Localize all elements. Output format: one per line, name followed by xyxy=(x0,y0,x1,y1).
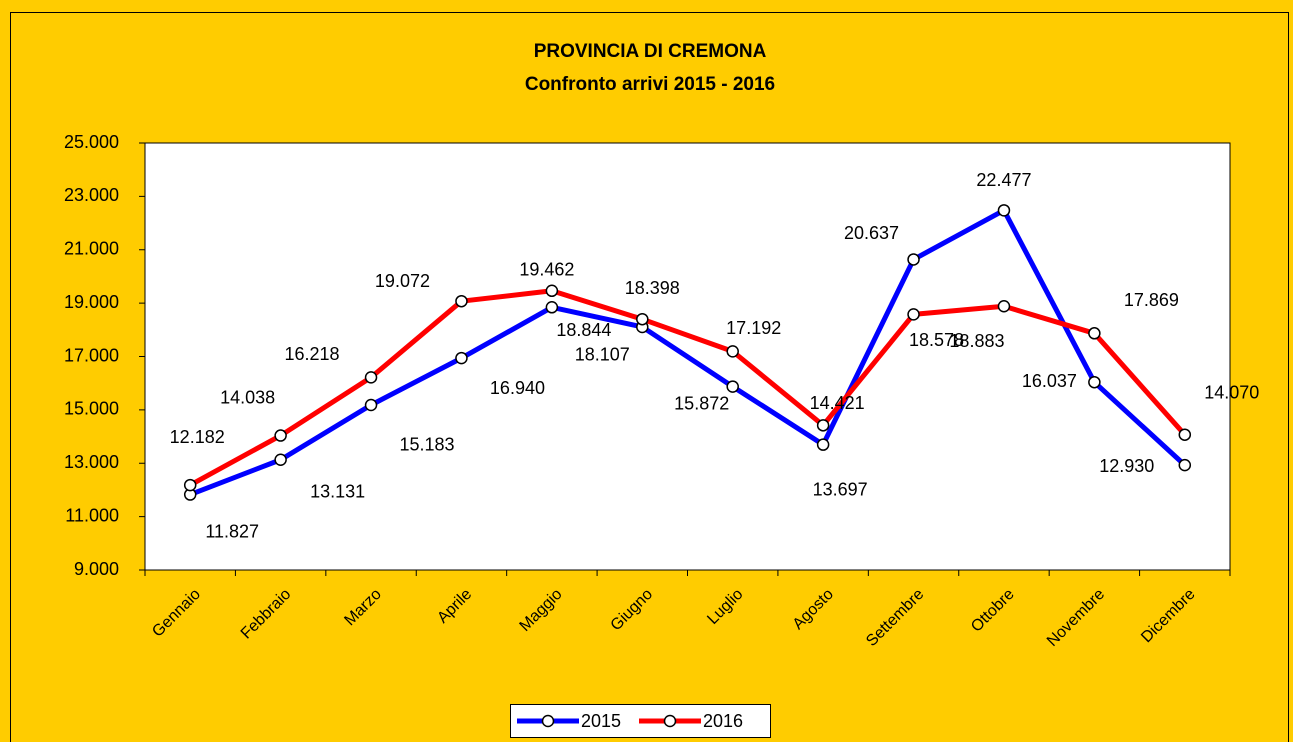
y-tick-label: 19.000 xyxy=(64,292,119,312)
series-line xyxy=(189,207,1187,497)
data-label: 18.398 xyxy=(625,278,680,298)
data-label: 22.477 xyxy=(976,170,1031,190)
y-tick-label: 9.000 xyxy=(74,559,119,579)
y-tick-label: 11.000 xyxy=(65,505,119,525)
data-label: 13.697 xyxy=(813,479,868,499)
data-point xyxy=(183,478,197,492)
data-point xyxy=(1178,428,1192,441)
data-label: 16.940 xyxy=(490,378,545,398)
chart-border xyxy=(10,12,1289,742)
data-label: 18.883 xyxy=(949,331,1004,351)
data-label: 20.637 xyxy=(844,223,899,243)
data-label: 15.183 xyxy=(400,435,455,455)
data-point xyxy=(1088,327,1101,340)
data-point xyxy=(364,398,378,412)
legend-label: 2016 xyxy=(703,711,743,731)
data-label: 14.038 xyxy=(220,387,275,407)
legend-marker xyxy=(541,714,555,728)
data-label: 14.421 xyxy=(810,393,865,413)
chart-subtitle: Confronto arrivi 2015 - 2016 xyxy=(525,74,775,95)
data-label: 17.869 xyxy=(1124,290,1179,310)
data-point xyxy=(364,371,378,384)
data-label: 13.131 xyxy=(310,482,365,502)
data-point xyxy=(997,204,1011,217)
data-label: 12.930 xyxy=(1099,456,1154,476)
data-label: 18.844 xyxy=(556,320,611,340)
y-tick-label: 13.000 xyxy=(64,452,119,472)
y-tick-label: 23.000 xyxy=(64,185,119,205)
legend-label: 2015 xyxy=(581,711,621,731)
data-point xyxy=(816,438,830,451)
data-point xyxy=(545,301,559,314)
y-tick-label: 17.000 xyxy=(64,345,119,365)
data-point xyxy=(997,299,1011,313)
data-label: 19.462 xyxy=(519,260,574,280)
data-point xyxy=(455,294,468,308)
data-point xyxy=(816,419,830,432)
data-point xyxy=(1088,375,1101,389)
data-label: 18.578 xyxy=(909,330,964,350)
y-tick-label: 21.000 xyxy=(64,239,119,259)
data-label: 15.872 xyxy=(674,393,729,413)
data-point xyxy=(907,308,920,321)
data-point xyxy=(1178,458,1192,472)
data-label: 16.218 xyxy=(285,344,340,364)
legend-marker xyxy=(663,714,677,728)
y-tick-label: 15.000 xyxy=(64,399,119,419)
y-tick-label: 25.000 xyxy=(64,132,119,152)
data-point xyxy=(636,312,649,326)
data-label: 18.107 xyxy=(575,345,630,365)
data-point xyxy=(907,253,920,266)
data-point xyxy=(726,380,739,393)
data-label: 17.192 xyxy=(726,318,781,338)
data-label: 16.037 xyxy=(1022,371,1077,391)
data-label: 14.070 xyxy=(1204,382,1259,402)
chart-title: PROVINCIA DI CREMONA xyxy=(534,41,767,62)
data-point xyxy=(455,351,468,365)
data-label: 19.072 xyxy=(375,271,430,291)
data-point xyxy=(545,284,559,298)
data-point xyxy=(726,345,739,358)
data-label: 11.827 xyxy=(205,521,259,541)
data-label: 12.182 xyxy=(170,427,225,447)
series-line xyxy=(189,288,1187,488)
data-point xyxy=(274,429,287,442)
data-point xyxy=(274,453,287,467)
